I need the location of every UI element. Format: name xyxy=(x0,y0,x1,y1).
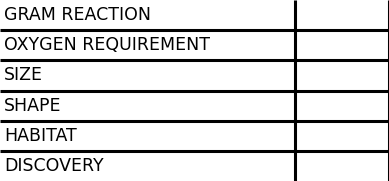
Text: OXYGEN REQUIREMENT: OXYGEN REQUIREMENT xyxy=(4,36,210,54)
Text: GRAM REACTION: GRAM REACTION xyxy=(4,6,151,24)
Text: DISCOVERY: DISCOVERY xyxy=(4,157,103,175)
Text: HABITAT: HABITAT xyxy=(4,127,77,145)
Text: SHAPE: SHAPE xyxy=(4,97,61,115)
Text: SIZE: SIZE xyxy=(4,66,43,84)
